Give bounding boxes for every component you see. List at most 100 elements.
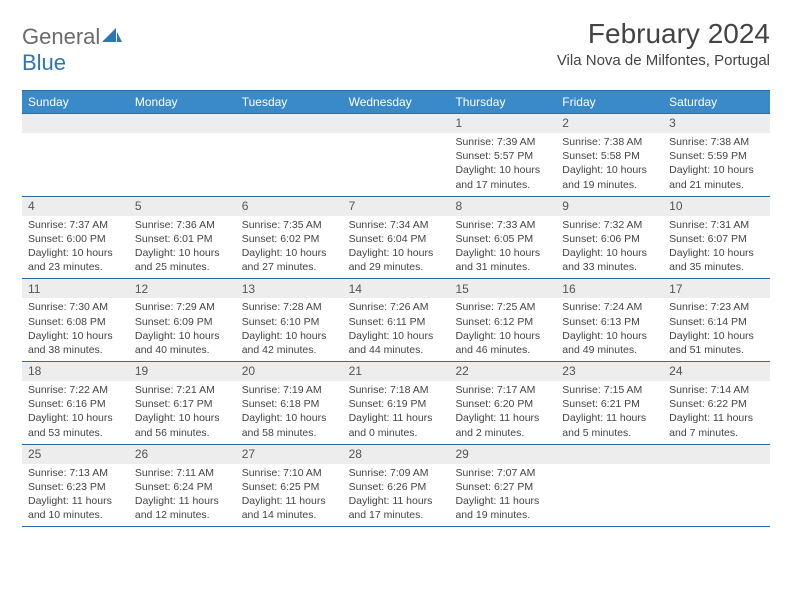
calendar-cell: 10Sunrise: 7:31 AMSunset: 6:07 PMDayligh… [663,197,770,279]
sunset-text: Sunset: 5:57 PM [455,149,550,163]
sunset-text: Sunset: 6:23 PM [28,480,123,494]
calendar-cell [663,445,770,527]
page-header: GeneralBlue February 2024 Vila Nova de M… [22,18,770,76]
day-number: 10 [663,197,770,216]
sunrise-text: Sunrise: 7:11 AM [135,466,230,480]
day-number [343,114,450,133]
sunrise-text: Sunrise: 7:18 AM [349,383,444,397]
day-number: 12 [129,279,236,298]
day-content: Sunrise: 7:15 AMSunset: 6:21 PMDaylight:… [556,381,663,444]
sunrise-text: Sunrise: 7:28 AM [242,300,337,314]
daylight-text: Daylight: 10 hours and 19 minutes. [562,163,657,191]
calendar-cell: 28Sunrise: 7:09 AMSunset: 6:26 PMDayligh… [343,445,450,527]
daylight-text: Daylight: 10 hours and 46 minutes. [455,329,550,357]
calendar-cell: 17Sunrise: 7:23 AMSunset: 6:14 PMDayligh… [663,279,770,361]
day-content: Sunrise: 7:30 AMSunset: 6:08 PMDaylight:… [22,298,129,361]
day-content: Sunrise: 7:38 AMSunset: 5:58 PMDaylight:… [556,133,663,196]
day-content: Sunrise: 7:37 AMSunset: 6:00 PMDaylight:… [22,216,129,279]
sunset-text: Sunset: 6:04 PM [349,232,444,246]
logo-text: GeneralBlue [22,24,122,76]
calendar-cell: 18Sunrise: 7:22 AMSunset: 6:16 PMDayligh… [22,362,129,444]
day-content: Sunrise: 7:34 AMSunset: 6:04 PMDaylight:… [343,216,450,279]
sunrise-text: Sunrise: 7:33 AM [455,218,550,232]
day-number: 24 [663,362,770,381]
daylight-text: Daylight: 10 hours and 49 minutes. [562,329,657,357]
sunrise-text: Sunrise: 7:34 AM [349,218,444,232]
daylight-text: Daylight: 10 hours and 44 minutes. [349,329,444,357]
day-number: 22 [449,362,556,381]
calendar-header-row: Sunday Monday Tuesday Wednesday Thursday… [22,90,770,114]
sunrise-text: Sunrise: 7:30 AM [28,300,123,314]
sunrise-text: Sunrise: 7:21 AM [135,383,230,397]
calendar-cell: 21Sunrise: 7:18 AMSunset: 6:19 PMDayligh… [343,362,450,444]
day-number: 4 [22,197,129,216]
sunrise-text: Sunrise: 7:29 AM [135,300,230,314]
daylight-text: Daylight: 11 hours and 14 minutes. [242,494,337,522]
day-number: 13 [236,279,343,298]
location: Vila Nova de Milfontes, Portugal [557,52,770,69]
sunset-text: Sunset: 6:07 PM [669,232,764,246]
sunset-text: Sunset: 6:26 PM [349,480,444,494]
sunrise-text: Sunrise: 7:31 AM [669,218,764,232]
sunrise-text: Sunrise: 7:09 AM [349,466,444,480]
sunset-text: Sunset: 5:59 PM [669,149,764,163]
daylight-text: Daylight: 11 hours and 0 minutes. [349,411,444,439]
calendar-row: 18Sunrise: 7:22 AMSunset: 6:16 PMDayligh… [22,362,770,445]
day-content: Sunrise: 7:28 AMSunset: 6:10 PMDaylight:… [236,298,343,361]
calendar-cell: 4Sunrise: 7:37 AMSunset: 6:00 PMDaylight… [22,197,129,279]
calendar-cell: 12Sunrise: 7:29 AMSunset: 6:09 PMDayligh… [129,279,236,361]
sunrise-text: Sunrise: 7:15 AM [562,383,657,397]
sunset-text: Sunset: 6:20 PM [455,397,550,411]
calendar-cell: 23Sunrise: 7:15 AMSunset: 6:21 PMDayligh… [556,362,663,444]
day-number [663,445,770,464]
calendar-cell: 9Sunrise: 7:32 AMSunset: 6:06 PMDaylight… [556,197,663,279]
sunset-text: Sunset: 6:18 PM [242,397,337,411]
calendar-cell [556,445,663,527]
daylight-text: Daylight: 10 hours and 33 minutes. [562,246,657,274]
day-number: 16 [556,279,663,298]
day-content: Sunrise: 7:25 AMSunset: 6:12 PMDaylight:… [449,298,556,361]
sunrise-text: Sunrise: 7:36 AM [135,218,230,232]
sunset-text: Sunset: 6:21 PM [562,397,657,411]
daylight-text: Daylight: 10 hours and 38 minutes. [28,329,123,357]
calendar-row: 11Sunrise: 7:30 AMSunset: 6:08 PMDayligh… [22,279,770,362]
daylight-text: Daylight: 11 hours and 19 minutes. [455,494,550,522]
day-content: Sunrise: 7:33 AMSunset: 6:05 PMDaylight:… [449,216,556,279]
day-content: Sunrise: 7:24 AMSunset: 6:13 PMDaylight:… [556,298,663,361]
sunset-text: Sunset: 6:06 PM [562,232,657,246]
day-content: Sunrise: 7:14 AMSunset: 6:22 PMDaylight:… [663,381,770,444]
calendar: Sunday Monday Tuesday Wednesday Thursday… [22,90,770,527]
day-number: 7 [343,197,450,216]
day-number [129,114,236,133]
day-content: Sunrise: 7:29 AMSunset: 6:09 PMDaylight:… [129,298,236,361]
title-block: February 2024 Vila Nova de Milfontes, Po… [557,18,770,69]
logo-sail-icon [102,24,122,49]
sunrise-text: Sunrise: 7:23 AM [669,300,764,314]
calendar-row: 4Sunrise: 7:37 AMSunset: 6:00 PMDaylight… [22,197,770,280]
weekday-heading: Monday [129,91,236,113]
day-content: Sunrise: 7:21 AMSunset: 6:17 PMDaylight:… [129,381,236,444]
weekday-heading: Tuesday [236,91,343,113]
day-number: 19 [129,362,236,381]
sunset-text: Sunset: 6:19 PM [349,397,444,411]
calendar-cell: 6Sunrise: 7:35 AMSunset: 6:02 PMDaylight… [236,197,343,279]
daylight-text: Daylight: 10 hours and 56 minutes. [135,411,230,439]
daylight-text: Daylight: 10 hours and 42 minutes. [242,329,337,357]
calendar-cell: 25Sunrise: 7:13 AMSunset: 6:23 PMDayligh… [22,445,129,527]
weekday-heading: Sunday [22,91,129,113]
day-content: Sunrise: 7:07 AMSunset: 6:27 PMDaylight:… [449,464,556,527]
day-content: Sunrise: 7:19 AMSunset: 6:18 PMDaylight:… [236,381,343,444]
sunrise-text: Sunrise: 7:38 AM [669,135,764,149]
sunrise-text: Sunrise: 7:19 AM [242,383,337,397]
day-number: 27 [236,445,343,464]
day-number: 5 [129,197,236,216]
calendar-cell [22,114,129,196]
day-content: Sunrise: 7:22 AMSunset: 6:16 PMDaylight:… [22,381,129,444]
day-number: 29 [449,445,556,464]
calendar-cell: 16Sunrise: 7:24 AMSunset: 6:13 PMDayligh… [556,279,663,361]
day-number: 15 [449,279,556,298]
day-number: 20 [236,362,343,381]
day-content: Sunrise: 7:36 AMSunset: 6:01 PMDaylight:… [129,216,236,279]
logo-text-b: Blue [22,50,66,75]
sunrise-text: Sunrise: 7:39 AM [455,135,550,149]
